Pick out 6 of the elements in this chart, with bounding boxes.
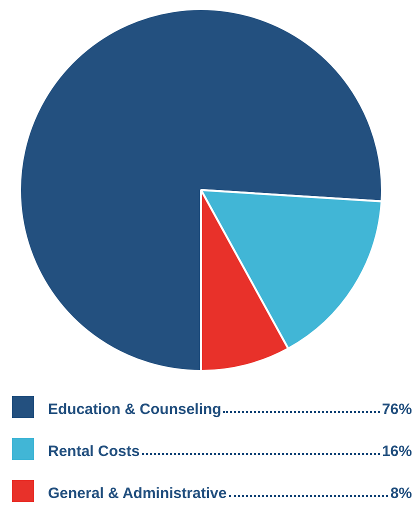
- legend-label: General & Administrative: [48, 485, 227, 502]
- data-label: 8%: [390, 485, 412, 502]
- legend-label: Rental Costs: [48, 443, 140, 460]
- legend-label: Education & Counseling: [48, 401, 222, 418]
- data-label: 16%: [382, 443, 412, 460]
- data-label: 76%: [382, 401, 412, 418]
